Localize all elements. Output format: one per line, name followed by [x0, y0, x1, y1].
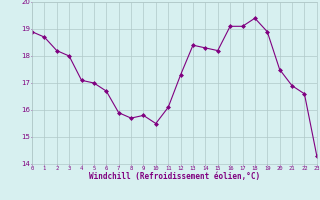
X-axis label: Windchill (Refroidissement éolien,°C): Windchill (Refroidissement éolien,°C)	[89, 172, 260, 181]
